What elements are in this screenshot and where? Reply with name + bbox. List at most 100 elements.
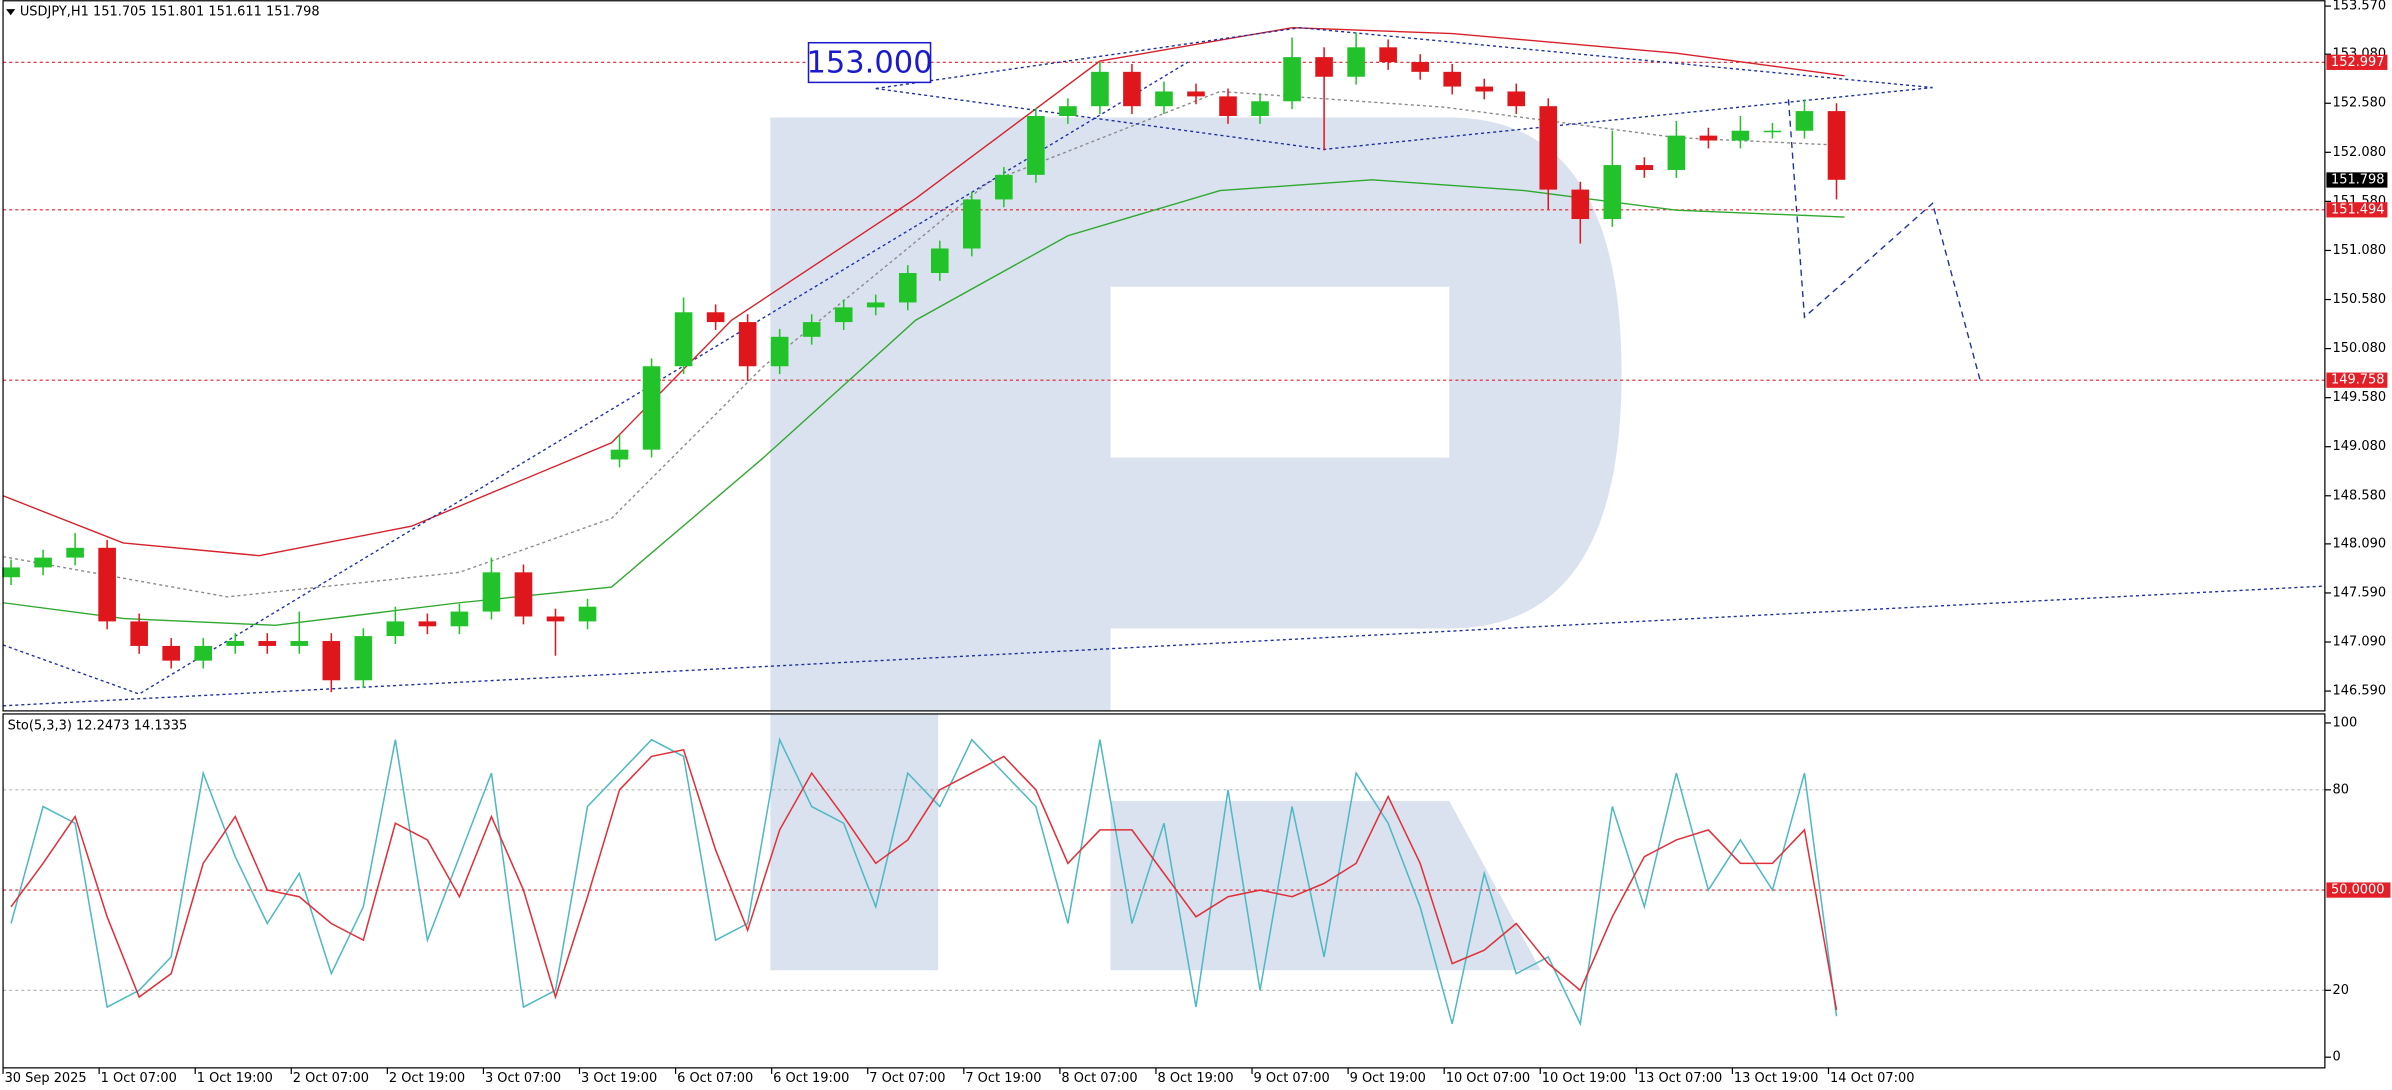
level-label: 151.494: [2331, 202, 2385, 217]
x-tick-label: 10 Oct 19:00: [1542, 1071, 1626, 1086]
candle-body: [1443, 71, 1461, 87]
y-tick-label: 147.090: [2333, 635, 2387, 650]
candle-body: [354, 636, 373, 681]
logo-bottom: [770, 713, 1541, 971]
candle-body: [1763, 130, 1782, 133]
x-tick-label: 2 Oct 07:00: [293, 1071, 369, 1086]
level-label-box: [2326, 372, 2388, 388]
x-tick-label: 6 Oct 07:00: [677, 1071, 753, 1086]
x-tick-label: 30 Sep 2025: [5, 1071, 87, 1086]
candle-body: [930, 248, 949, 274]
indicator-line: [2, 90, 1845, 598]
y-tick-label: 150.080: [2333, 341, 2387, 356]
y-tick-label: 150.580: [2333, 292, 2387, 307]
y-tick-label: 20: [2333, 983, 2349, 998]
candle-body: [1475, 86, 1494, 92]
annotation-box: [807, 41, 932, 84]
candle-body: [546, 616, 565, 622]
candle-body: [514, 572, 533, 617]
candle-body: [802, 322, 821, 337]
level-label-box: [2326, 882, 2391, 898]
candle-body: [482, 572, 501, 612]
x-tick-label: 13 Oct 19:00: [1734, 1071, 1818, 1086]
candle-body: [610, 449, 629, 460]
candle-body: [1667, 135, 1686, 170]
candle-body: [98, 547, 116, 622]
candle-body: [1699, 135, 1718, 141]
candle-body: [674, 312, 693, 367]
x-tick-label: 6 Oct 19:00: [773, 1071, 849, 1086]
candle-body: [1347, 47, 1365, 77]
candle-body: [1731, 130, 1750, 141]
stochastic-line: [10, 737, 1838, 1027]
candle-body: [1123, 71, 1141, 107]
watermark: [770, 117, 1622, 971]
candle-body: [1091, 71, 1109, 107]
level-label-box: [2326, 202, 2388, 218]
indicator-line: [2, 61, 1189, 695]
x-tick-label: 13 Oct 07:00: [1638, 1071, 1722, 1086]
x-tick-label: 8 Oct 19:00: [1157, 1071, 1233, 1086]
annotation: 153.000: [806, 46, 932, 81]
candle-body: [418, 621, 437, 627]
y-tick-label: 146.590: [2333, 684, 2387, 699]
candle-body: [130, 621, 148, 646]
y-tick-label: 152.080: [2333, 145, 2387, 160]
candle-body: [963, 199, 981, 249]
chart-title: USDJPY,H1 151.705 151.801 151.611 151.79…: [20, 5, 320, 20]
y-tick-label: 80: [2333, 782, 2349, 797]
menu-arrow: [6, 9, 16, 16]
candle-body: [770, 336, 789, 367]
candle-body: [290, 641, 309, 646]
candle-body: [1827, 111, 1846, 180]
x-tick-label: 3 Oct 07:00: [485, 1071, 561, 1086]
x-tick-label: 7 Oct 07:00: [869, 1071, 945, 1086]
candle-body: [1603, 165, 1622, 220]
stochastic-panel: 100 80 20 0 50.0000 30 Sep 2025 1 Oct 07:00 1 O…: [2, 715, 2391, 1086]
y-tick-label: 0: [2333, 1050, 2341, 1065]
candle-body: [162, 645, 180, 661]
x-tick-label: 9 Oct 19:00: [1350, 1071, 1426, 1086]
indicator-line: [1787, 99, 1982, 383]
y-tick-label: 148.090: [2333, 536, 2387, 551]
candle-body: [386, 621, 405, 637]
candle-body: [194, 645, 213, 661]
level-label: 152.997: [2331, 55, 2385, 70]
y-tick-label: 148.580: [2333, 488, 2387, 503]
level-label: 151.798: [2331, 172, 2385, 187]
main-border: [2, 0, 2326, 712]
candle-body: [834, 307, 853, 323]
candle-body: [2, 567, 20, 578]
candle-body: [1507, 91, 1526, 107]
candle-body: [1187, 91, 1205, 97]
candle-body: [226, 641, 245, 646]
x-tick-label: 8 Oct 07:00: [1061, 1071, 1137, 1086]
candle-body: [706, 312, 725, 323]
indicator-line: [875, 26, 1933, 90]
y-tick-label: 149.580: [2333, 390, 2387, 405]
y-tick-label: 152.580: [2333, 96, 2387, 111]
candle-body: [898, 273, 917, 303]
candle-body: [1379, 47, 1397, 63]
candle-body: [1155, 91, 1173, 107]
x-tick-label: 1 Oct 19:00: [197, 1071, 273, 1086]
x-tick-label: 2 Oct 19:00: [389, 1071, 465, 1086]
indicator-line: [2, 26, 1845, 557]
candle-body: [866, 302, 885, 308]
candle-body: [450, 611, 469, 627]
candle-body: [578, 606, 597, 622]
level-label: 149.758: [2331, 373, 2385, 388]
candle-body: [1251, 101, 1269, 117]
indicator-title: Sto(5,3,3) 12.2473 14.1335: [8, 719, 188, 734]
x-tick-label: 9 Oct 07:00: [1254, 1071, 1330, 1086]
candle-body: [1219, 96, 1237, 117]
y-tick-label: 153.570: [2333, 0, 2387, 14]
x-tick-label: 14 Oct 07:00: [1830, 1071, 1914, 1086]
candle-body: [66, 547, 84, 558]
candle-body: [1539, 106, 1558, 190]
indicator-line: [2, 179, 1845, 627]
logo-top: [770, 117, 1622, 711]
candle-body: [1315, 57, 1333, 77]
x-tick-label: 3 Oct 19:00: [581, 1071, 657, 1086]
